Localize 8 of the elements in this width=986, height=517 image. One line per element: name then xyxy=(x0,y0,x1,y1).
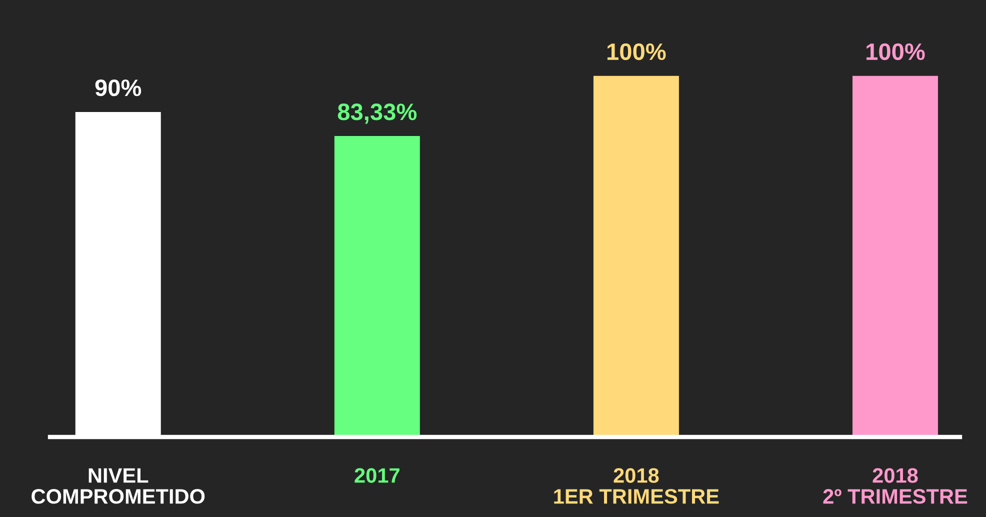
data-label: 100% xyxy=(866,43,925,60)
x-tick-label: 2017 xyxy=(354,468,400,483)
x-tick-label: NIVEL COMPROMETIDO xyxy=(32,468,205,504)
data-label: 90% xyxy=(95,79,142,96)
x-tick-label: 2018 1ER TRIMESTRE xyxy=(554,468,719,504)
data-label: 100% xyxy=(607,43,666,60)
data-label: 83,33% xyxy=(338,104,417,124)
x-tick-label: 2018 2º TRIMESTRE xyxy=(823,468,968,504)
